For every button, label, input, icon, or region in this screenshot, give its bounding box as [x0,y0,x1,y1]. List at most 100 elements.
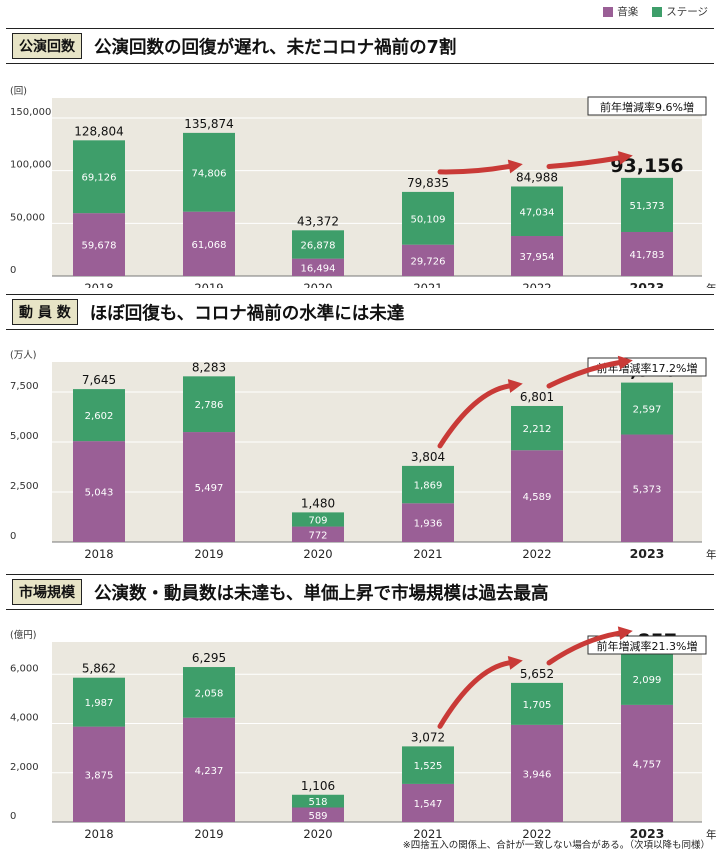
bar-music [73,213,125,276]
data-label-music: 41,783 [630,250,665,261]
x-tick-label: 2022 [522,281,551,288]
section-headline: ほぼ回復も、コロナ禍前の水準には未達 [89,303,405,324]
growth-arrow [437,660,512,729]
x-tick-label: 2021 [413,547,442,560]
legend-item-music: 音楽 [603,4,638,19]
data-label-stage: 47,034 [520,207,555,218]
x-tick-label: 2022 [522,827,551,840]
bar-music [183,211,235,276]
bar-music [73,726,125,822]
data-label-music: 5,043 [85,488,114,499]
bar-stage [511,682,563,725]
section-market-size: 市場規模 公演数・動員数は未達も、単価上昇で市場規模は過去最高 (億円) 0 2,0… [0,570,720,840]
data-label-stage: 2,058 [195,688,224,699]
bar-music [292,526,344,542]
data-label-stage: 2,786 [195,400,224,411]
y-tick-label: 0 [10,265,16,276]
bar-music [292,258,344,276]
data-label-music: 37,954 [520,252,555,263]
growth-rate-label: 前年増減率9.6%増 [600,100,694,114]
y-tick-label: 4,000 [10,713,39,724]
section-headline: 公演回数の回復が遅れ、未だコロナ禍前の7割 [94,37,457,58]
data-label-music: 589 [308,811,327,822]
section-tag: 公演回数 [12,33,82,59]
bar-stage [402,465,454,504]
bar-stage [511,405,563,451]
bar-music [402,244,454,276]
growth-rate-box [587,635,707,655]
data-label-stage: 1,705 [523,700,552,711]
section-title-row: 動 員 数 ほぼ回復も、コロナ禍前の水準には未達 [6,294,714,330]
growth-arrow [546,360,622,389]
bar-music [183,432,235,542]
data-label-stage: 26,878 [301,240,336,251]
x-tick-label: 2023 [630,280,665,288]
section-title-row: 公演回数 公演回数の回復が遅れ、未だコロナ禍前の7割 [6,28,714,64]
bar-stage [292,794,344,808]
x-tick-label: 2019 [194,281,223,288]
bar-music [402,783,454,822]
data-label-music: 4,589 [523,492,552,503]
bar-music [511,450,563,542]
data-label-stage: 1,987 [85,698,114,709]
data-label-stage: 1,525 [414,761,443,772]
growth-arrow-head [507,159,523,174]
x-tick-label: 2020 [303,281,332,288]
growth-arrow-head [507,655,523,670]
y-tick-label: 50,000 [10,212,45,223]
total-label: 7,645 [82,373,116,387]
y-axis-unit: (回) [10,86,27,97]
y-tick-label: 7,500 [10,381,39,392]
bar-stage [621,382,673,435]
data-label-music: 16,494 [301,263,336,274]
x-tick-label: 2021 [413,827,442,840]
total-label: 3,804 [411,450,445,464]
bar-music [73,441,125,542]
chart-attendance: (万人) 0 2,500 5,000 7,500 5,043 2,602 7,645 2018 5… [10,350,717,560]
legend-label-music: 音楽 [617,6,639,18]
legend-swatch-stage [652,6,663,17]
chart-market-size: (億円) 0 2,000 4,000 6,000 3,875 1,987 5,862 2018 4… [10,626,717,840]
growth-arrow-head [507,379,523,393]
y-tick-label: 0 [10,531,16,542]
bar-music [621,704,673,822]
x-tick-label: 2020 [303,827,332,840]
section-performances: 公演回数 公演回数の回復が遅れ、未だコロナ禍前の7割 (回) 0 50,000 100… [0,24,720,288]
data-label-stage: 518 [308,797,327,808]
y-axis-unit: (億円) [10,629,36,641]
x-tick-label: 2018 [84,827,113,840]
data-label-music: 5,497 [195,483,224,494]
x-tick-label: 2023 [630,826,665,840]
y-tick-label: 100,000 [10,160,51,171]
x-tick-label: 2020 [303,547,332,560]
data-label-music: 4,757 [633,759,662,770]
x-tick-label: 2023 [630,546,665,560]
bar-stage [402,191,454,245]
data-label-music: 3,875 [85,770,114,781]
total-label: 8,283 [192,360,226,374]
chart-performances: (回) 0 50,000 100,000 150,000 59,678 69,126 128,… [10,86,717,288]
bar-music [402,503,454,542]
bar-music [183,717,235,822]
total-label: 6,295 [192,651,226,665]
data-label-music: 3,946 [523,769,552,780]
growth-arrow [437,383,512,449]
data-label-stage: 1,869 [414,481,443,492]
data-label-music: 5,373 [633,484,662,495]
data-label-music: 61,068 [192,240,227,251]
bar-music [511,236,563,276]
total-label: 5,652 [520,667,554,681]
data-label-music: 1,547 [414,799,443,810]
total-label: 6,801 [520,390,554,404]
bar-stage [402,746,454,784]
total-label: 3,072 [411,730,445,744]
bar-stage [511,186,563,237]
x-axis-unit: 年 [706,548,717,560]
data-label-stage: 74,806 [192,168,227,179]
section-attendance: 動 員 数 ほぼ回復も、コロナ禍前の水準には未達 (万人) 0 2,500 5,000… [0,290,720,560]
growth-arrow-head [617,355,633,370]
bar-music [511,724,563,822]
total-label: 1,480 [301,496,335,510]
bar-stage [183,376,235,433]
legend-item-stage: ステージ [652,4,708,19]
